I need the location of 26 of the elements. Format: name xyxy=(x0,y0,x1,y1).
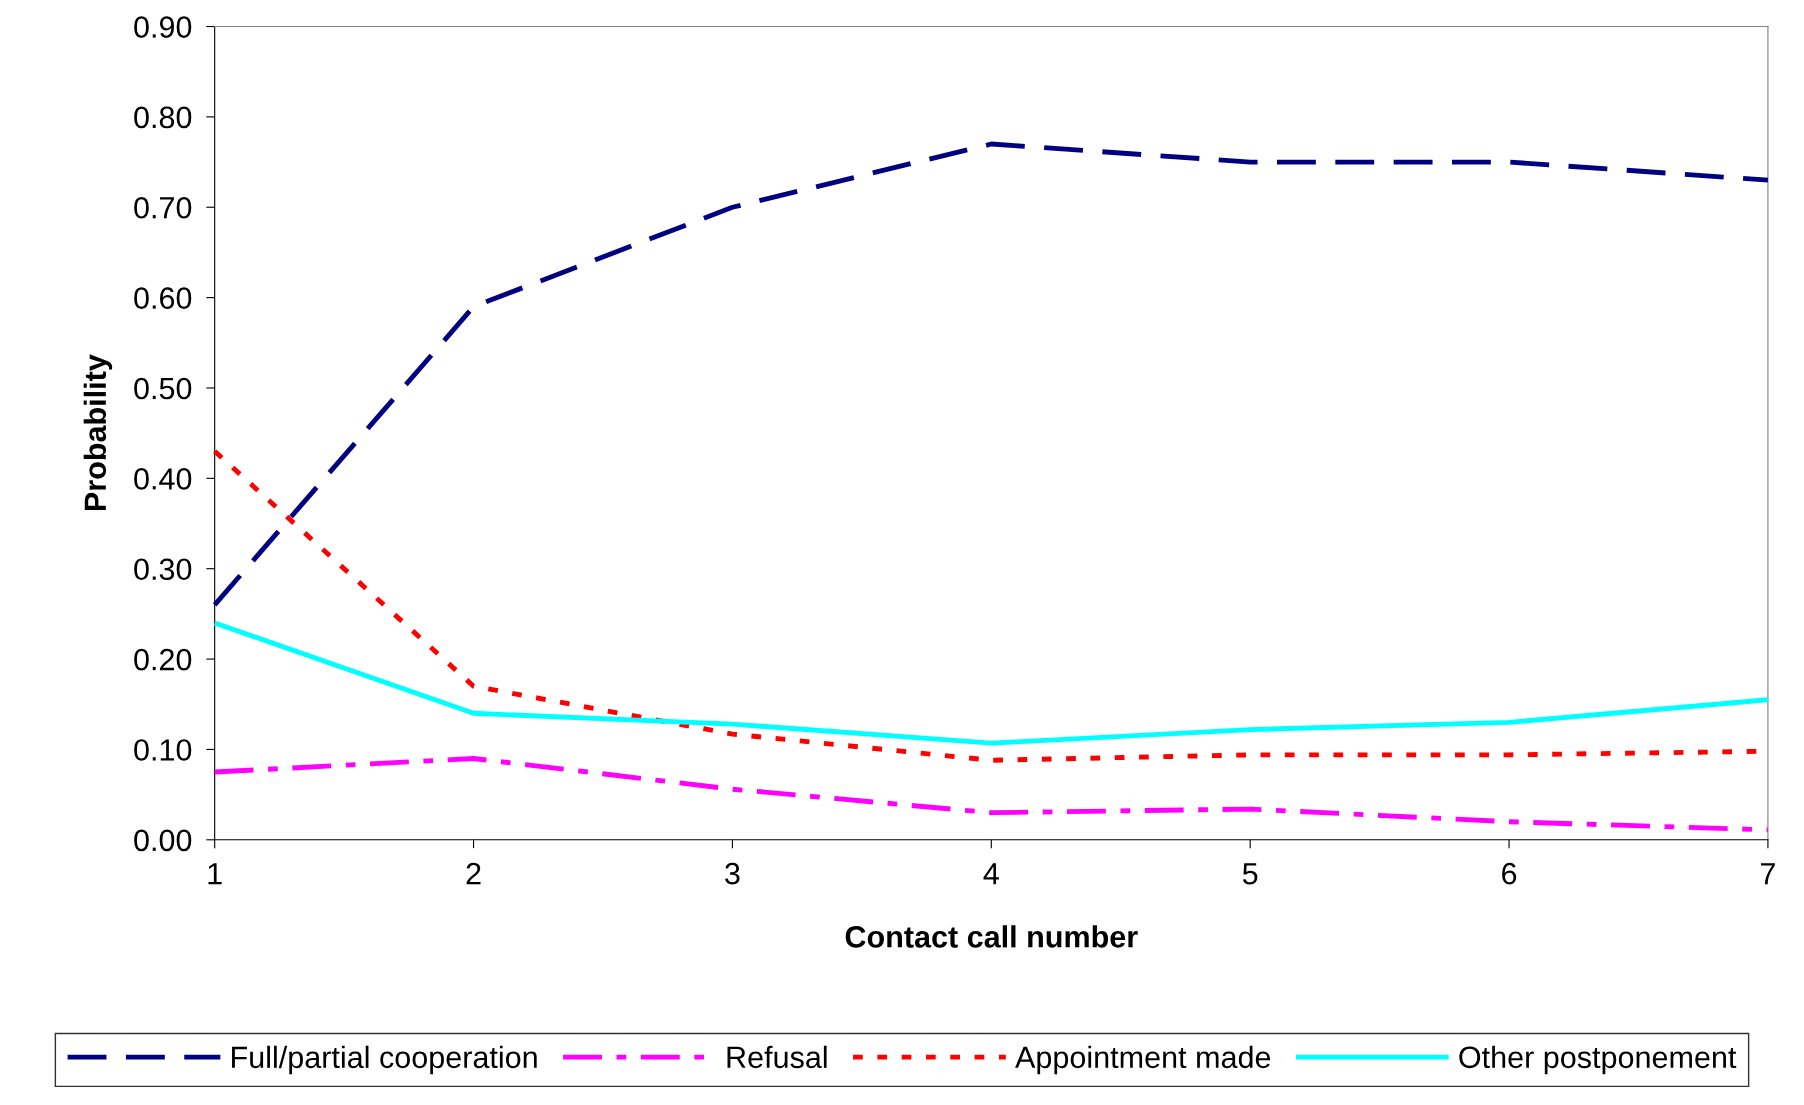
x-tick-label: 2 xyxy=(466,862,481,885)
x-tick-label: 4 xyxy=(983,863,999,885)
y-tick-label: 0.20 xyxy=(134,648,192,671)
legend-label: Appointment made xyxy=(1015,1045,1271,1075)
y-tick-label: 0.10 xyxy=(134,739,192,761)
y-axis-title: Probability xyxy=(83,354,113,511)
y-tick-label: 0.30 xyxy=(134,558,192,581)
x-tick-label: 5 xyxy=(1242,863,1258,885)
x-tick-label: 6 xyxy=(1502,862,1517,885)
line-series xyxy=(212,756,1771,833)
x-tick-label: 7 xyxy=(1760,863,1775,885)
x-tick-label: 3 xyxy=(725,862,740,885)
legend-label: Full/partial cooperation xyxy=(232,1045,537,1075)
y-tick-label: 0.90 xyxy=(134,16,192,38)
x-axis-title: Contact call number xyxy=(845,925,1138,948)
y-tick-label: 0.80 xyxy=(134,106,192,129)
legend-label: Other postponement xyxy=(1459,1045,1737,1075)
x-tick-label: 1 xyxy=(208,863,222,885)
line-series xyxy=(212,141,1771,608)
y-tick-label: 0.60 xyxy=(134,287,192,309)
legend-label: Refusal xyxy=(727,1045,827,1069)
y-tick-label: 0.50 xyxy=(134,377,192,400)
y-tick-label: 0.70 xyxy=(134,196,192,219)
line-series xyxy=(212,620,1771,746)
y-tick-label: 0.40 xyxy=(134,468,192,490)
y-tick-label: 0.00 xyxy=(134,829,192,852)
